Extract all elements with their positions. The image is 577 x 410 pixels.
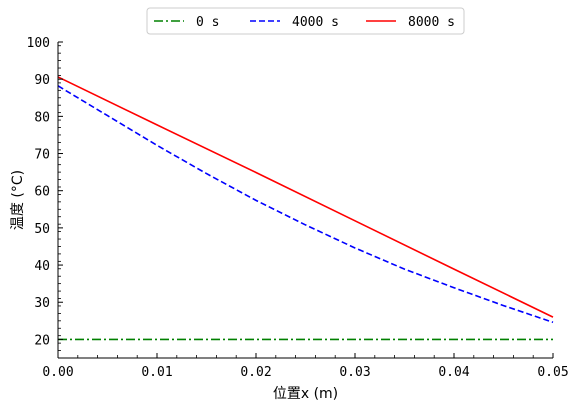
series-line-1 <box>58 86 553 322</box>
x-tick-label: 0.02 <box>240 365 271 380</box>
legend-label-2: 8000 s <box>408 15 455 30</box>
y-tick-label: 50 <box>34 222 50 237</box>
x-tick-label: 0.01 <box>141 365 172 380</box>
legend-label-0: 0 s <box>196 15 219 30</box>
legend: 0 s 4000 s 8000 s <box>147 8 464 34</box>
axes-layer: 0.00 0.01 0.02 0.03 0.04 0.05 20 30 40 50 60 70 80 90… <box>27 36 569 380</box>
x-tick-label: 0.05 <box>537 365 568 380</box>
x-tick-label: 0.00 <box>42 365 73 380</box>
x-tick-label: 0.03 <box>339 365 370 380</box>
y-tick-label: 100 <box>27 36 50 51</box>
y-axis-label: 温度 (°C) <box>10 170 26 230</box>
series-line-2 <box>58 77 553 317</box>
y-tick-label: 70 <box>34 148 50 163</box>
y-tick-label: 80 <box>34 110 50 125</box>
series-layer <box>58 77 553 339</box>
legend-label-1: 4000 s <box>292 15 339 30</box>
x-axis-label: 位置x (m) <box>273 386 338 402</box>
y-tick-label: 90 <box>34 73 50 88</box>
x-tick-label: 0.04 <box>438 365 469 380</box>
y-tick-label: 40 <box>34 259 50 274</box>
y-tick-label: 60 <box>34 185 50 200</box>
y-tick-label: 30 <box>34 296 50 311</box>
y-tick-label: 20 <box>34 333 50 348</box>
